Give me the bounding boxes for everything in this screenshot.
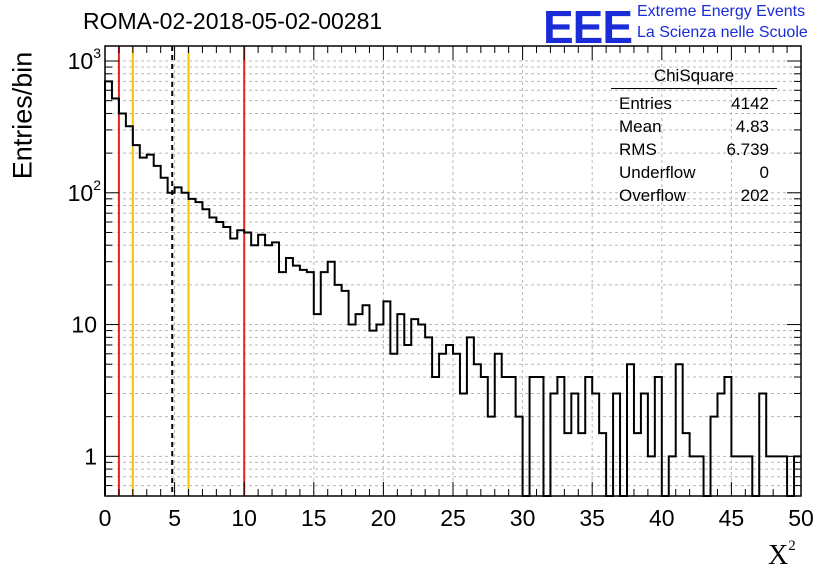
x-axis-label: X2 [768, 538, 796, 571]
eee-logo: EEE [543, 1, 633, 53]
x-tick-label: 10 [231, 505, 257, 531]
x-tick-label: 5 [168, 505, 181, 531]
reference-lines [117, 46, 246, 496]
x-tick-label: 15 [301, 505, 327, 531]
chart-title: ROMA-02-2018-05-02-00281 [83, 8, 383, 34]
x-tick-label: 20 [371, 505, 397, 531]
axes [104, 45, 802, 497]
y-tick-label: 1 [84, 443, 97, 469]
stats-row-underflow: Underflow 0 [619, 163, 769, 182]
stats-box: ChiSquare Entries 4142 Mean 4.83 RMS 6.7… [611, 66, 777, 207]
histogram-outline [104, 80, 801, 497]
y-axis-label: Entries/bin [7, 51, 38, 180]
x-tick-label: 50 [788, 505, 814, 531]
logo-caption-line1: Extreme Energy Events [637, 3, 806, 20]
y-tick-labels: 1 10 102 103 [68, 45, 102, 469]
y-tick-label: 103 [68, 45, 102, 74]
x-tick-label: 30 [510, 505, 536, 531]
stats-row-rms: RMS 6.739 [619, 140, 769, 159]
stats-title: ChiSquare [611, 66, 777, 89]
grid-lines [105, 46, 801, 497]
x-tick-label: 35 [579, 505, 605, 531]
stats-row-overflow: Overflow 202 [619, 186, 769, 205]
x-tick-label: 25 [440, 505, 466, 531]
logo-caption-line2: La Scienza nelle Scuole [637, 24, 808, 41]
x-tick-label: 0 [99, 505, 112, 531]
stats-row-mean: Mean 4.83 [619, 117, 769, 136]
x-tick-label: 40 [649, 505, 675, 531]
x-tick-labels: 0 5 10 15 20 25 30 35 40 45 50 [99, 505, 814, 531]
stats-row-entries: Entries 4142 [619, 94, 769, 113]
y-tick-label: 102 [68, 177, 102, 206]
y-tick-label: 10 [71, 312, 97, 338]
x-tick-label: 45 [719, 505, 745, 531]
